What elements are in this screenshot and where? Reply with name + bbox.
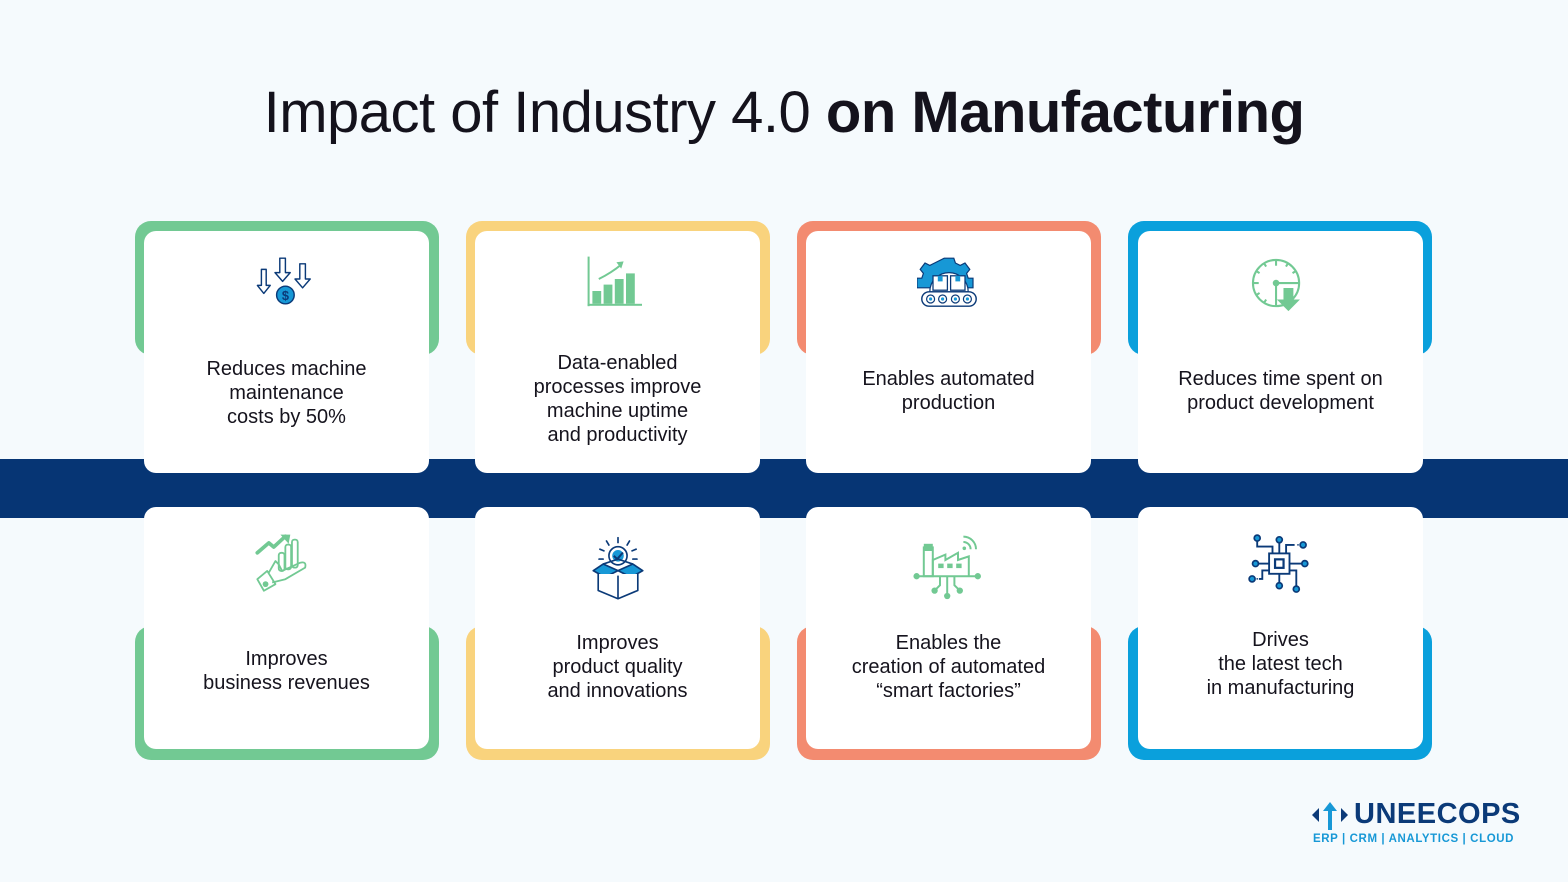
card-automated-production: Enables automated production (806, 231, 1091, 473)
hand-growth-icon (254, 534, 306, 592)
card-label: Improves business revenues (203, 648, 370, 694)
quality-box-icon (591, 536, 644, 600)
uneecops-logo: UNEECOPS ERP | CRM | ANALYTICS | CLOUD (1312, 798, 1522, 850)
circuit-chip-icon (1247, 534, 1309, 593)
logo-arrows-icon (1312, 802, 1348, 830)
page-title: Impact of Industry 4.0 on Manufacturing (0, 78, 1568, 148)
svg-text:$: $ (282, 288, 289, 303)
card-label: Enables the creation of automated “smart… (851, 632, 1046, 702)
card-product-quality: Improves product quality and innovations (475, 507, 760, 749)
smart-factory-icon (912, 535, 981, 600)
card-label: Drives the latest tech in manufacturing (1206, 629, 1355, 699)
card-business-revenues: Improves business revenues (144, 507, 429, 749)
title-light: Impact of Industry 4.0 (263, 80, 826, 145)
logo-brand: UNEECOPS (1354, 798, 1521, 830)
logo-tagline: ERP | CRM | ANALYTICS | CLOUD (1313, 833, 1515, 845)
card-label: Data-enabled processes improve machine u… (533, 352, 702, 446)
growth-chart-icon (587, 256, 642, 307)
card-maintenance-costs: $ Reduces machine maintenance costs by 5… (144, 231, 429, 473)
card-label: Reduces machine maintenance costs by 50% (206, 358, 367, 428)
card-latest-tech: Drives the latest tech in manufacturing (1138, 507, 1423, 749)
card-product-development: Reduces time spent on product developmen… (1138, 231, 1423, 473)
card-label: Reduces time spent on product developmen… (1178, 368, 1383, 414)
card-data-processes: Data-enabled processes improve machine u… (475, 231, 760, 473)
clock-down-icon (1251, 258, 1300, 312)
conveyor-gear-icon (916, 257, 977, 307)
card-label: Improves product quality and innovations (547, 632, 688, 702)
title-bold: on Manufacturing (825, 80, 1305, 145)
card-label: Enables automated production (862, 368, 1035, 414)
cost-reduction-icon: $ (256, 257, 311, 305)
card-smart-factories: Enables the creation of automated “smart… (806, 507, 1091, 749)
